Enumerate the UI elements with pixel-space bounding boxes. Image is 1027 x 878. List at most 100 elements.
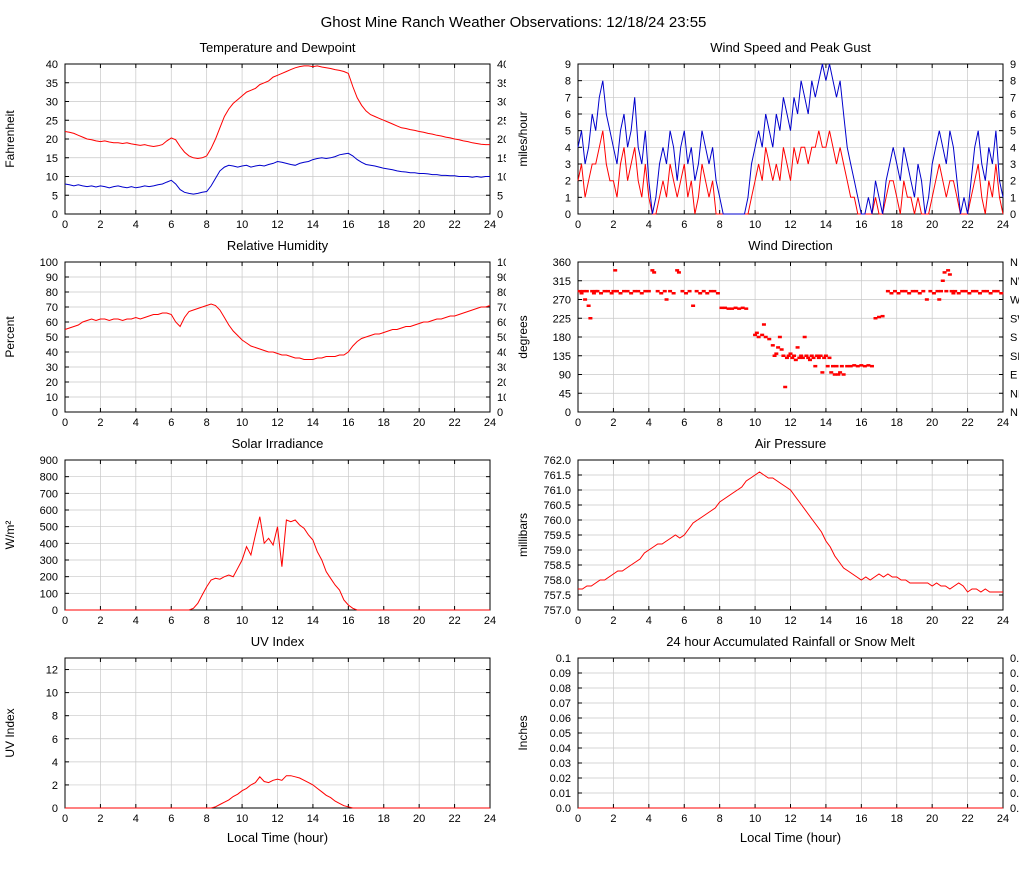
- svg-text:9: 9: [1010, 59, 1016, 71]
- svg-text:22: 22: [961, 615, 973, 627]
- svg-text:0.06: 0.06: [1010, 713, 1019, 725]
- svg-text:2: 2: [1010, 176, 1016, 188]
- svg-text:12: 12: [271, 813, 283, 825]
- svg-text:90: 90: [497, 272, 506, 284]
- svg-text:4: 4: [133, 219, 139, 231]
- svg-text:18: 18: [378, 615, 390, 627]
- svg-text:15: 15: [46, 153, 58, 165]
- svg-text:757.5: 757.5: [543, 590, 571, 602]
- svg-text:18: 18: [378, 417, 390, 429]
- svg-text:16: 16: [855, 417, 867, 429]
- svg-text:50: 50: [497, 332, 506, 344]
- svg-text:6: 6: [168, 417, 174, 429]
- svg-text:20: 20: [926, 813, 938, 825]
- svg-text:0.09: 0.09: [550, 668, 571, 680]
- svg-text:22: 22: [961, 417, 973, 429]
- svg-text:24: 24: [484, 417, 496, 429]
- svg-text:14: 14: [820, 813, 832, 825]
- svg-text:40: 40: [497, 347, 506, 359]
- svg-text:0.05: 0.05: [1010, 728, 1019, 740]
- svg-text:3: 3: [565, 159, 571, 171]
- svg-text:5: 5: [497, 190, 503, 202]
- svg-text:10: 10: [46, 172, 58, 184]
- svg-text:14: 14: [307, 219, 319, 231]
- svg-text:Percent: Percent: [3, 316, 17, 358]
- svg-text:16: 16: [855, 219, 867, 231]
- svg-text:22: 22: [448, 417, 460, 429]
- svg-text:20: 20: [413, 417, 425, 429]
- chart-title-temperature-dewpoint: Temperature and Dewpoint: [199, 40, 356, 55]
- svg-text:24: 24: [997, 417, 1009, 429]
- svg-text:0: 0: [52, 209, 58, 221]
- svg-text:12: 12: [271, 219, 283, 231]
- svg-text:degrees: degrees: [516, 315, 530, 358]
- svg-text:40: 40: [497, 59, 506, 71]
- svg-text:18: 18: [378, 219, 390, 231]
- svg-text:200: 200: [40, 572, 58, 584]
- svg-text:10: 10: [46, 392, 58, 404]
- svg-text:4: 4: [646, 417, 652, 429]
- svg-text:0: 0: [62, 219, 68, 231]
- svg-text:16: 16: [342, 615, 354, 627]
- svg-text:90: 90: [46, 272, 58, 284]
- svg-text:8: 8: [204, 417, 210, 429]
- chart-cell-solar-irradiance: Solar Irradiance 0 2 4 6 8 10 12 14 16 18 20 22 24 0 1…: [1, 436, 514, 630]
- svg-text:4: 4: [133, 615, 139, 627]
- svg-text:7: 7: [1010, 92, 1016, 104]
- svg-text:757.0: 757.0: [543, 605, 571, 617]
- svg-text:0: 0: [575, 615, 581, 627]
- svg-text:20: 20: [926, 417, 938, 429]
- svg-text:500: 500: [40, 522, 58, 534]
- chart-cell-air-pressure: Air Pressure 0 2 4 6 8 10 12 14 16 18 20 22 24 757.0 7…: [514, 436, 1027, 630]
- svg-text:0: 0: [575, 417, 581, 429]
- svg-text:2: 2: [610, 615, 616, 627]
- svg-text:0.04: 0.04: [1010, 743, 1019, 755]
- chart-cell-relative-humidity: Relative Humidity 0 2 4 6 8 10 12 14 16 18 20 22 24 0…: [1, 238, 514, 432]
- svg-text:60: 60: [46, 317, 58, 329]
- svg-text:762.0: 762.0: [543, 455, 571, 467]
- chart-title-air-pressure: Air Pressure: [754, 436, 827, 451]
- svg-text:20: 20: [413, 813, 425, 825]
- svg-text:135: 135: [553, 351, 571, 363]
- svg-text:0.0: 0.0: [556, 803, 571, 815]
- svg-text:16: 16: [855, 813, 867, 825]
- svg-text:0.1: 0.1: [556, 653, 571, 665]
- svg-text:8: 8: [717, 417, 723, 429]
- svg-text:4: 4: [646, 219, 652, 231]
- svg-text:40: 40: [46, 59, 58, 71]
- svg-text:2: 2: [97, 219, 103, 231]
- svg-text:8: 8: [52, 711, 58, 723]
- svg-text:10: 10: [236, 219, 248, 231]
- svg-text:12: 12: [784, 219, 796, 231]
- svg-text:8: 8: [717, 615, 723, 627]
- svg-text:400: 400: [40, 538, 58, 550]
- svg-text:9: 9: [565, 59, 571, 71]
- svg-text:16: 16: [342, 219, 354, 231]
- svg-text:6: 6: [681, 813, 687, 825]
- svg-text:0.06: 0.06: [550, 713, 571, 725]
- svg-text:40: 40: [46, 347, 58, 359]
- svg-text:NW: NW: [1010, 276, 1019, 288]
- svg-text:S: S: [1010, 332, 1017, 344]
- svg-text:18: 18: [891, 615, 903, 627]
- svg-text:30: 30: [46, 362, 58, 374]
- svg-text:6: 6: [681, 615, 687, 627]
- chart-title-wind-direction: Wind Direction: [748, 238, 833, 253]
- svg-text:761.5: 761.5: [543, 470, 571, 482]
- svg-text:10: 10: [236, 813, 248, 825]
- chart-title-uv-index: UV Index: [250, 634, 305, 649]
- svg-text:12: 12: [784, 615, 796, 627]
- svg-text:20: 20: [46, 134, 58, 146]
- svg-text:4: 4: [646, 813, 652, 825]
- chart-cell-temperature-dewpoint: Temperature and Dewpoint 0 2 4 6 8 10 12 14 16 18…: [1, 40, 514, 234]
- svg-text:0.02: 0.02: [550, 773, 571, 785]
- svg-text:millibars: millibars: [516, 513, 530, 557]
- svg-text:12: 12: [271, 615, 283, 627]
- svg-text:1: 1: [565, 192, 571, 204]
- svg-text:6: 6: [52, 734, 58, 746]
- svg-text:10: 10: [749, 813, 761, 825]
- temperature-dewpoint-chart: 0246810121416182022240055101015152020252…: [3, 59, 506, 231]
- svg-text:2: 2: [97, 813, 103, 825]
- svg-text:0: 0: [62, 417, 68, 429]
- chart-cell-uv-index: UV Index 0 2 4 6 8 10 12 14 16 18 20 22 24 0 2 4 6 8 10 12 U…: [1, 634, 514, 850]
